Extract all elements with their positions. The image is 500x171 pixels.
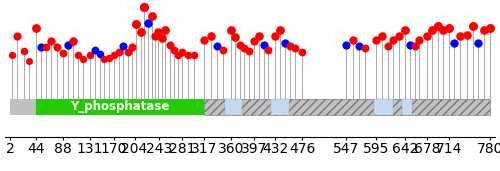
Point — [64, 44, 72, 46]
Point — [272, 34, 280, 37]
Point — [298, 50, 306, 53]
Text: Y_phosphatase: Y_phosphatase — [70, 100, 170, 113]
Point — [25, 60, 33, 62]
Point — [250, 40, 258, 43]
Point — [140, 5, 148, 8]
Point — [230, 36, 238, 38]
Point — [411, 45, 419, 48]
Bar — [10, 99, 490, 115]
Point — [20, 49, 28, 52]
Point — [8, 54, 16, 57]
Point — [14, 34, 22, 37]
Point — [474, 41, 482, 44]
Bar — [204, 99, 490, 115]
Point — [162, 29, 170, 31]
Point — [80, 57, 88, 60]
Point — [355, 45, 363, 48]
Point — [389, 39, 397, 42]
Point — [148, 15, 156, 17]
Bar — [402, 99, 411, 115]
Point — [106, 56, 114, 59]
Point — [240, 47, 248, 50]
Point — [480, 29, 488, 31]
Point — [137, 31, 145, 34]
Point — [32, 26, 40, 29]
Point — [96, 53, 104, 56]
Point — [260, 44, 268, 46]
Bar — [224, 99, 242, 115]
Point — [415, 39, 423, 42]
Point — [207, 34, 215, 37]
Point — [227, 29, 235, 31]
Point — [434, 25, 442, 28]
Point — [254, 34, 262, 37]
Point — [220, 48, 228, 51]
Point — [59, 52, 67, 54]
Point — [151, 34, 159, 37]
Point — [462, 33, 470, 36]
Bar — [36, 99, 204, 115]
Point — [53, 46, 61, 49]
Point — [174, 54, 182, 57]
Point — [281, 41, 289, 44]
Point — [401, 29, 409, 31]
Point — [144, 22, 152, 24]
Point — [378, 34, 386, 37]
Point — [86, 54, 94, 57]
Point — [486, 26, 494, 29]
Point — [128, 46, 136, 49]
Point — [154, 31, 162, 34]
Point — [349, 39, 357, 42]
Bar — [374, 99, 392, 115]
Point — [276, 29, 284, 31]
Point — [446, 26, 454, 29]
Point — [372, 39, 380, 42]
Point — [184, 54, 192, 57]
Point — [450, 41, 458, 44]
Point — [91, 48, 99, 51]
Point — [342, 44, 350, 46]
Point — [132, 23, 140, 25]
Point — [456, 34, 464, 37]
Bar — [271, 99, 289, 115]
Point — [37, 46, 45, 49]
Point — [200, 39, 208, 42]
Point — [362, 47, 370, 50]
Point — [469, 25, 477, 28]
Point — [406, 44, 414, 46]
Point — [74, 54, 82, 57]
Point — [46, 40, 54, 43]
Point — [178, 50, 186, 53]
Point — [264, 48, 272, 51]
Point — [114, 50, 122, 53]
Point — [214, 45, 222, 48]
Point — [158, 37, 166, 39]
Point — [236, 44, 244, 46]
Point — [439, 29, 447, 31]
Point — [166, 44, 174, 46]
Point — [246, 49, 254, 52]
Point — [120, 45, 128, 48]
Point — [423, 34, 431, 37]
Point — [384, 45, 392, 48]
Point — [190, 54, 198, 57]
Point — [394, 34, 402, 37]
Point — [100, 57, 108, 60]
Point — [69, 40, 77, 43]
Point — [428, 29, 436, 31]
Point — [170, 48, 178, 51]
Point — [291, 47, 299, 50]
Point — [110, 54, 118, 57]
Point — [124, 50, 132, 53]
Point — [286, 45, 294, 48]
Point — [42, 46, 50, 49]
